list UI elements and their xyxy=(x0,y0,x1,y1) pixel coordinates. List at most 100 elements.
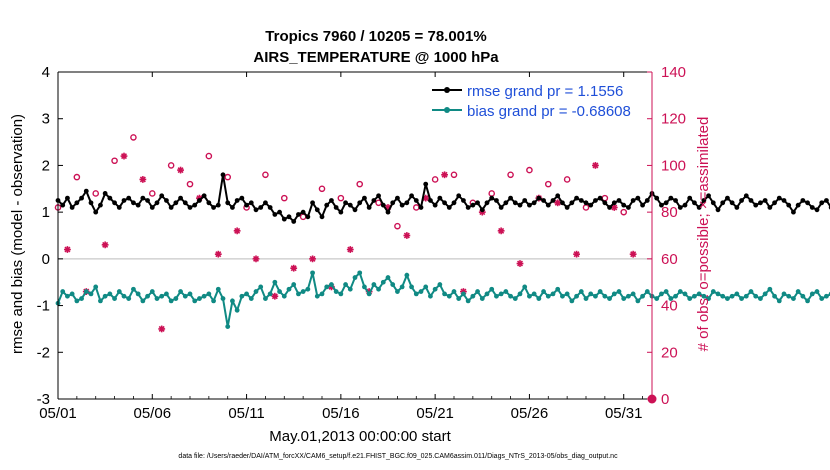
asterisk-stroke xyxy=(252,255,260,262)
rmse-point xyxy=(79,195,84,201)
rmse-point xyxy=(673,198,678,203)
rmse-point xyxy=(220,172,226,178)
y-tick-label: -3 xyxy=(37,391,50,408)
obs-assimilated-point xyxy=(441,171,448,179)
bias-point xyxy=(574,293,579,299)
bias-point xyxy=(805,298,810,304)
y-tick-label: 1 xyxy=(42,204,50,221)
bias-point xyxy=(776,298,782,304)
rmse-point xyxy=(635,195,641,201)
rmse-point xyxy=(263,200,268,206)
bias-point xyxy=(230,298,235,304)
rmse-point xyxy=(475,200,480,206)
legend-entry-rmse: rmse grand pr = 1.1556 xyxy=(467,83,623,100)
obs-assimilated-point xyxy=(177,166,184,174)
rmse-point xyxy=(640,202,645,208)
bias-point xyxy=(663,289,669,294)
rmse-point xyxy=(154,200,160,206)
y-right-tick-label: 100 xyxy=(661,157,686,174)
rmse-point xyxy=(569,200,575,206)
bias-point xyxy=(739,296,744,301)
rmse-point xyxy=(98,202,103,208)
rmse-point xyxy=(65,195,70,201)
asterisk-stroke xyxy=(271,293,278,300)
rmse-point xyxy=(626,205,631,210)
rmse-point xyxy=(743,193,749,199)
bias-point xyxy=(824,293,829,299)
bias-point xyxy=(611,291,617,297)
rmse-point xyxy=(296,212,301,217)
rmse-point xyxy=(446,205,452,210)
chart-title: Tropics 7960 / 10205 = 78.001% xyxy=(265,28,486,45)
asterisk-stroke xyxy=(422,195,429,202)
rmse-point xyxy=(564,205,570,210)
obs-possible-point xyxy=(73,173,81,181)
rmse-point xyxy=(607,205,612,210)
bias-point xyxy=(192,298,198,304)
bias-point xyxy=(508,293,513,299)
rmse-point xyxy=(687,195,693,201)
obs-possible-point xyxy=(544,180,552,188)
obs-possible-point xyxy=(280,194,288,202)
rmse-point xyxy=(710,200,716,206)
bias-point xyxy=(74,298,80,304)
bias-point xyxy=(432,286,438,292)
rmse-point xyxy=(527,202,532,208)
footnote-data-file: data file: /Users/raeder/DAI/ATM_forcXX/… xyxy=(178,453,618,460)
obs-possible-point xyxy=(563,176,571,183)
asterisk-stroke xyxy=(290,265,297,272)
obs-assimilated-point xyxy=(346,246,354,253)
bias-point xyxy=(178,289,183,294)
y-tick-label: -2 xyxy=(37,344,50,361)
legend-entry-bias: bias grand pr = -0.68608 xyxy=(467,103,631,120)
rmse-point xyxy=(347,202,353,208)
rmse-point xyxy=(498,205,504,210)
rmse-point xyxy=(93,209,99,215)
rmse-point xyxy=(399,202,405,208)
y-right-tick-label: 120 xyxy=(661,111,686,128)
bias-point xyxy=(734,291,740,297)
x-tick-label: 05/06 xyxy=(134,405,172,422)
rmse-point xyxy=(715,207,721,213)
bias-point xyxy=(644,289,650,294)
obs-possible-point xyxy=(186,180,194,188)
rmse-point xyxy=(437,195,443,201)
rmse-point xyxy=(644,198,650,203)
rmse-point xyxy=(762,198,768,203)
rmse-point xyxy=(739,198,744,203)
obs-assimilated-point xyxy=(403,232,411,239)
rmse-point xyxy=(230,205,235,210)
bias-point xyxy=(677,289,683,294)
bias-point xyxy=(296,291,301,297)
y-tick-label: 2 xyxy=(42,157,50,174)
rmse-point xyxy=(791,209,796,215)
bias-point xyxy=(729,293,735,299)
rmse-point xyxy=(253,207,259,213)
bias-point xyxy=(385,275,391,280)
rmse-point xyxy=(630,198,636,203)
rmse-point xyxy=(206,200,212,206)
rmse-point xyxy=(286,214,292,220)
obs-assimilated-point xyxy=(158,325,166,333)
asterisk-stroke xyxy=(139,176,146,183)
bias-point xyxy=(409,284,414,290)
bias-point xyxy=(173,296,179,301)
obs-possible-point xyxy=(167,162,175,169)
bias-point xyxy=(673,293,678,299)
rmse-point xyxy=(668,195,674,201)
bias-point xyxy=(682,291,688,297)
rmse-point xyxy=(126,195,132,201)
rmse-point xyxy=(112,200,117,206)
bias-point xyxy=(715,291,721,297)
rmse-point xyxy=(385,209,391,215)
asterisk-stroke xyxy=(215,251,222,258)
y-tick-label: 0 xyxy=(42,251,50,268)
y-right-tick-label: 80 xyxy=(661,204,678,221)
obs-assimilated-point xyxy=(64,246,71,253)
bias-point xyxy=(159,293,165,299)
bias-point xyxy=(182,293,188,299)
rmse-point xyxy=(593,198,598,203)
bias-point xyxy=(121,293,127,299)
rmse-point xyxy=(352,207,358,213)
bias-point xyxy=(659,291,664,297)
